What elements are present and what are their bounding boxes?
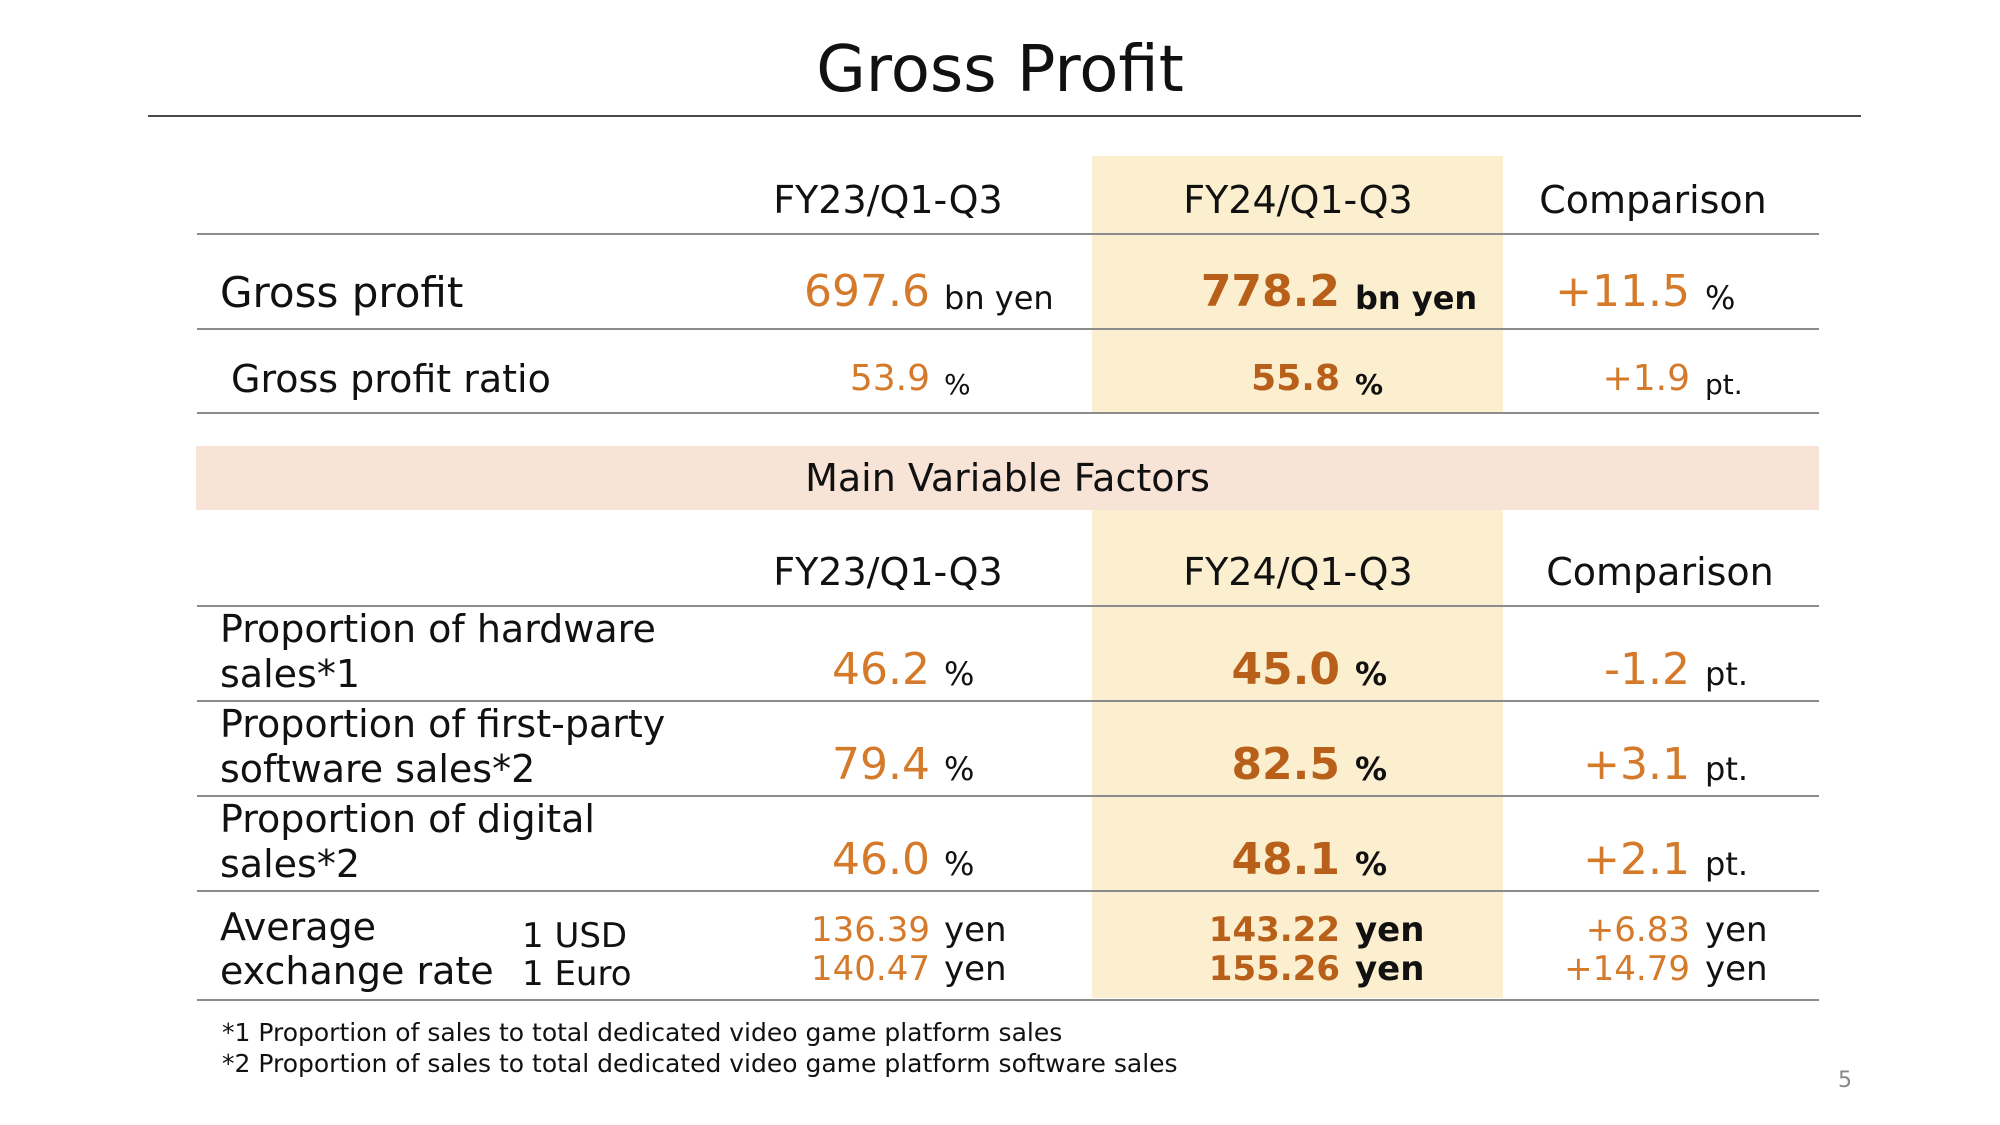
gross-profit-fy24-unit: bn yen (1355, 279, 1478, 317)
gross-profit-comparison-unit: % (1705, 279, 1736, 317)
page-title: Gross Profit (816, 33, 1184, 107)
t2-row-rule-2 (197, 795, 1819, 797)
gross-profit-fy23-unit: bn yen (944, 279, 1054, 317)
t2-header-fy24: FY24/Q1-Q3 (1183, 550, 1413, 594)
euro-comparison-value: +14.79 (1564, 949, 1690, 989)
row-label-gross-profit: Gross profit (220, 268, 464, 317)
row-label-first-party-line2: software sales*2 (220, 747, 536, 791)
usd-fy23-unit: yen (944, 910, 1007, 950)
row-label-hardware-line1: Proportion of hardware (220, 607, 656, 651)
gross-profit-ratio-fy23-value: 53.9 (849, 358, 930, 399)
main-variable-factors-banner: Main Variable Factors (196, 446, 1819, 510)
usd-fy24-value: 143.22 (1208, 910, 1340, 950)
euro-fy24-unit: yen (1355, 949, 1425, 989)
hardware-fy23-value: 46.2 (832, 644, 930, 695)
first-party-comparison-value: +3.1 (1583, 739, 1690, 790)
hardware-fy24-value: 45.0 (1231, 644, 1340, 695)
footnote-2: *2 Proportion of sales to total dedicate… (222, 1049, 1178, 1078)
gross-profit-ratio-comparison-value: +1.9 (1602, 358, 1690, 399)
t2-header-rule (197, 605, 1819, 607)
row-label-digital-line1: Proportion of digital (220, 797, 595, 841)
fy24-highlight-bottom (1092, 510, 1503, 998)
gross-profit-ratio-fy23-unit: % (944, 368, 971, 401)
hardware-fy24-unit: % (1355, 655, 1388, 693)
currency-usd-label: 1 USD (522, 916, 628, 956)
euro-comparison-unit: yen (1705, 949, 1768, 989)
t2-bottom-rule (197, 999, 1819, 1001)
t1-header-rule (197, 233, 1819, 235)
footnote-1: *1 Proportion of sales to total dedicate… (222, 1018, 1063, 1047)
row-label-first-party-line1: Proportion of first-party (220, 702, 666, 746)
t1-header-fy24: FY24/Q1-Q3 (1183, 178, 1413, 222)
t1-row-rule (197, 328, 1819, 330)
first-party-comparison-unit: pt. (1705, 750, 1749, 788)
hardware-comparison-unit: pt. (1705, 655, 1749, 693)
digital-fy23-unit: % (944, 845, 975, 883)
gross-profit-ratio-comparison-unit: pt. (1705, 368, 1743, 401)
title-divider (148, 115, 1861, 117)
t1-header-comparison: Comparison (1539, 178, 1767, 222)
row-label-exchange-line1: Average (220, 905, 377, 949)
usd-fy23-value: 136.39 (811, 910, 930, 950)
row-label-hardware-line2: sales*1 (220, 652, 360, 696)
gross-profit-fy23-value: 697.6 (804, 266, 930, 317)
first-party-fy24-unit: % (1355, 750, 1388, 788)
gross-profit-fy24-value: 778.2 (1200, 266, 1340, 317)
gross-profit-ratio-fy24-unit: % (1355, 368, 1384, 401)
row-label-exchange-line2: exchange rate (220, 949, 494, 993)
usd-fy24-unit: yen (1355, 910, 1425, 950)
euro-fy24-value: 155.26 (1208, 949, 1340, 989)
hardware-fy23-unit: % (944, 655, 975, 693)
first-party-fy23-unit: % (944, 750, 975, 788)
euro-fy23-unit: yen (944, 949, 1007, 989)
t2-row-rule-1 (197, 700, 1819, 702)
gross-profit-ratio-fy24-value: 55.8 (1251, 358, 1340, 399)
usd-comparison-unit: yen (1705, 910, 1768, 950)
first-party-fy24-value: 82.5 (1231, 739, 1340, 790)
digital-comparison-value: +2.1 (1583, 834, 1690, 885)
digital-fy24-value: 48.1 (1231, 834, 1340, 885)
row-label-gross-profit-ratio: Gross profit ratio (231, 357, 551, 401)
digital-fy24-unit: % (1355, 845, 1388, 883)
t2-header-fy23: FY23/Q1-Q3 (773, 550, 1003, 594)
digital-fy23-value: 46.0 (832, 834, 930, 885)
page-number: 5 (1838, 1068, 1852, 1093)
digital-comparison-unit: pt. (1705, 845, 1749, 883)
euro-fy23-value: 140.47 (811, 949, 930, 989)
row-label-digital-line2: sales*2 (220, 842, 360, 886)
fy24-highlight-top (1092, 156, 1503, 412)
gross-profit-comparison-value: +11.5 (1555, 266, 1690, 317)
usd-comparison-value: +6.83 (1585, 910, 1690, 950)
t1-header-fy23: FY23/Q1-Q3 (773, 178, 1003, 222)
t2-row-rule-3 (197, 890, 1819, 892)
t2-header-comparison: Comparison (1546, 550, 1774, 594)
hardware-comparison-value: -1.2 (1604, 644, 1690, 695)
first-party-fy23-value: 79.4 (832, 739, 930, 790)
currency-euro-label: 1 Euro (522, 954, 632, 994)
t1-bottom-rule (197, 412, 1819, 414)
